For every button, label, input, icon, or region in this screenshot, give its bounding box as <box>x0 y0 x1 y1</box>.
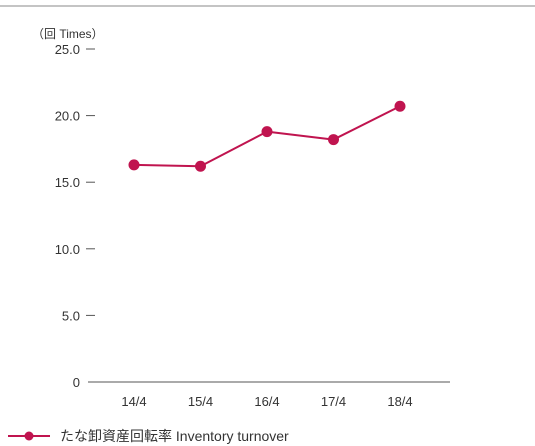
legend-label-inventory-turnover: たな卸資産回転率 Inventory turnover <box>60 428 289 444</box>
legend-marker-icon <box>24 431 34 441</box>
y-tick-label: 20.0 <box>55 109 80 124</box>
x-tick-label: 15/4 <box>188 394 213 409</box>
legend: たな卸資産回転率 Inventory turnover <box>8 428 289 444</box>
data-point <box>328 134 339 146</box>
series-layer <box>128 100 406 172</box>
data-point <box>261 126 273 138</box>
y-tick-label: 15.0 <box>55 175 80 190</box>
data-point <box>128 159 140 171</box>
x-tick-label: 18/4 <box>387 394 412 409</box>
y-tick-label: 5.0 <box>62 308 80 323</box>
y-tick-label: 10.0 <box>55 242 80 257</box>
data-point <box>195 160 206 172</box>
y-tick-label: 25.0 <box>55 42 80 57</box>
y-tick-label: 0 <box>73 375 80 390</box>
x-axis-ticks: 14/4 15/4 16/4 17/4 18/4 <box>121 394 412 409</box>
x-tick-label: 17/4 <box>321 394 346 409</box>
data-point <box>394 100 406 112</box>
y-unit-label: （回 Times） <box>32 27 104 41</box>
x-tick-label: 16/4 <box>254 394 279 409</box>
x-tick-label: 14/4 <box>121 394 146 409</box>
y-axis-ticks: 25.0 20.0 15.0 10.0 5.0 0 <box>55 42 95 390</box>
